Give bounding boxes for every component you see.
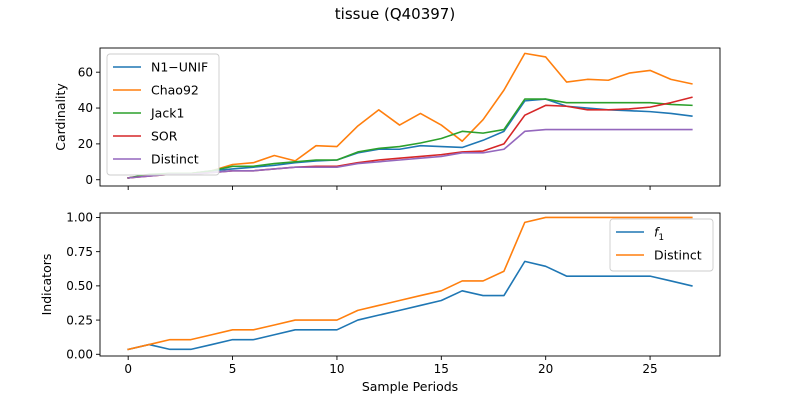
y-axis-label: Indicators (39, 254, 54, 316)
legend-entry-label: Distinct (654, 248, 702, 263)
legend-entry-label: SOR (151, 129, 178, 144)
y-tick-label: 40 (78, 101, 93, 115)
series-line-1-2 (127, 52, 693, 179)
series-group (127, 52, 693, 179)
legend-entry-label: Chao92 (151, 83, 199, 98)
series-line-2-1 (127, 260, 693, 351)
y-axis-label: Cardinality (53, 83, 68, 151)
chart-panel-1: 0 20 40 60 Cardinality N1−UNIF Chao92 Jack1 SOR D… (53, 47, 721, 190)
series-line-1-1 (127, 98, 693, 179)
series-group (127, 216, 693, 351)
x-tick-label: 10 (329, 362, 344, 376)
y-tick-label: 1.00 (66, 211, 93, 225)
x-tick-label: 15 (434, 362, 449, 376)
legend-entry-label: Distinct (151, 152, 199, 167)
y-tick-label: 0.25 (66, 313, 93, 327)
legend-entry-label: Jack1 (150, 106, 184, 121)
axes-frame (99, 212, 721, 357)
chart-panel-2: 0 5 10 15 20 25 0.00 0.25 0.50 0.75 1.00 Indicators… (39, 211, 721, 394)
legend-entry-label: N1−UNIF (151, 60, 208, 75)
x-tick-label: 5 (229, 362, 237, 376)
y-tick-label: 0.50 (66, 279, 93, 293)
legend-box (609, 218, 714, 272)
y-tick-label: 0 (85, 173, 93, 187)
x-tick-label: 20 (538, 362, 553, 376)
y-tick-label: 20 (78, 137, 93, 151)
series-line-1-5 (127, 128, 693, 179)
figure-title: tissue (Q40397) (335, 5, 455, 23)
legend: N1−UNIF Chao92 Jack1 SOR Distinct (106, 53, 220, 176)
x-tick-label: 25 (642, 362, 657, 376)
y-tick-label: 0.75 (66, 245, 93, 259)
axes-frame (99, 47, 721, 187)
y-tick-label: 0.00 (66, 347, 93, 361)
x-axis-label: Sample Periods (362, 379, 458, 394)
series-line-1-3 (127, 98, 693, 179)
legend: f1 Distinct (609, 218, 714, 272)
series-line-2-2 (127, 216, 693, 351)
legend-box (106, 53, 220, 176)
y-tick-label: 60 (78, 65, 93, 79)
x-tick-label: 0 (124, 362, 132, 376)
legend-entry-label: f1 (654, 225, 664, 244)
